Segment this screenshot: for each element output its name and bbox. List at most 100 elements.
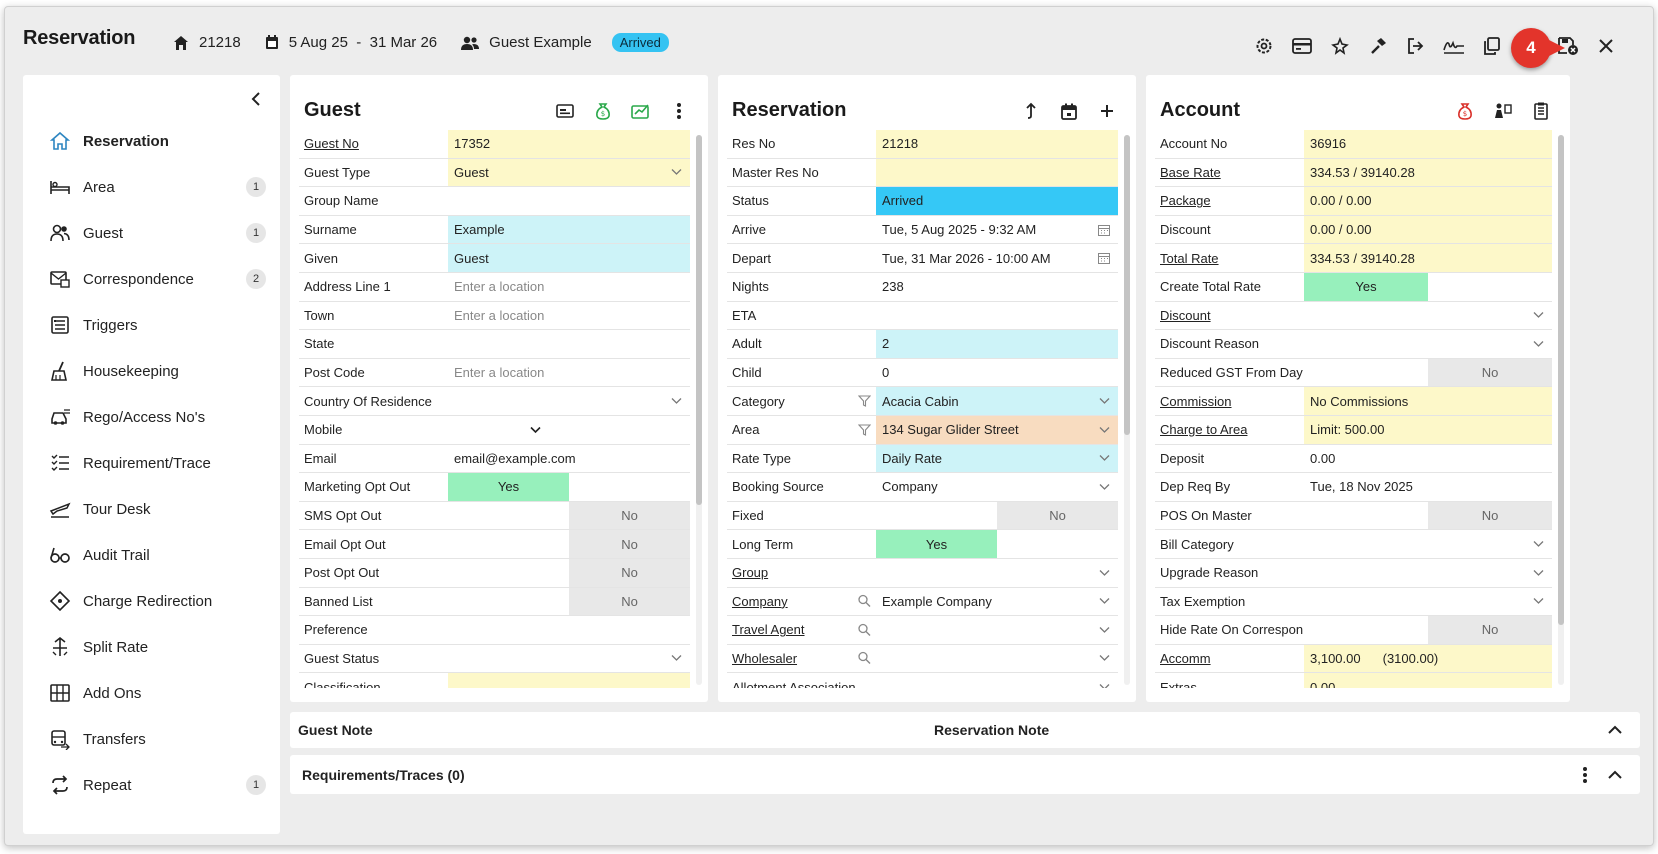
settings-button[interactable] [1245, 33, 1283, 59]
field-value-fixed[interactable]: No [876, 501, 1118, 530]
no-toggle[interactable]: No [569, 501, 690, 530]
res-add-button[interactable] [1088, 99, 1126, 123]
account-person-button[interactable] [1484, 99, 1522, 123]
field-label[interactable]: Company [732, 593, 788, 609]
sidebar-item-charge-redirection[interactable]: Charge Redirection [23, 578, 280, 624]
field-value-nights[interactable]: 238 [876, 273, 1118, 301]
magic-button[interactable] [1321, 33, 1359, 59]
field-label[interactable]: Base Rate [1160, 164, 1221, 180]
sidebar-item-triggers[interactable]: Triggers [23, 302, 280, 348]
field-value-post-opt-out[interactable]: No [448, 558, 690, 587]
yes-toggle[interactable] [1304, 616, 1428, 644]
field-label[interactable]: Charge to Area [1160, 422, 1248, 438]
field-value-classification[interactable] [448, 673, 690, 688]
no-toggle[interactable] [1428, 273, 1552, 301]
close-button[interactable] [1587, 33, 1625, 59]
yes-toggle[interactable]: Yes [448, 473, 569, 501]
yes-toggle[interactable] [448, 530, 569, 558]
no-toggle[interactable]: No [1428, 358, 1552, 387]
no-toggle[interactable] [569, 473, 690, 501]
field-value-booking-source[interactable]: Company [876, 473, 1118, 501]
sidebar-item-repeat[interactable]: Repeat 1 [23, 762, 280, 808]
sidebar-item-guest[interactable]: Guest 1 [23, 210, 280, 256]
field-value-state[interactable] [448, 330, 690, 358]
field-value-charge-to-area[interactable]: Limit: 500.00 [1304, 415, 1552, 444]
no-toggle[interactable]: No [569, 558, 690, 587]
field-value-child[interactable]: 0 [876, 359, 1118, 387]
collapse-sidebar-button[interactable] [250, 91, 262, 110]
tools-button[interactable] [1359, 33, 1397, 59]
field-label[interactable]: Package [1160, 193, 1211, 209]
field-value-marketing-opt-out[interactable]: Yes [448, 473, 690, 501]
signature-button[interactable] [1435, 33, 1473, 59]
field-value-discount[interactable]: 0.00 / 0.00 [1304, 215, 1552, 244]
field-value-mobile[interactable] [448, 416, 690, 444]
field-label[interactable]: Accomm [1160, 650, 1211, 666]
account-scrollbar[interactable] [1558, 135, 1564, 685]
field-value-area[interactable]: 134 Sugar Glider Street [858, 415, 1118, 444]
field-label[interactable]: Discount [1160, 307, 1211, 323]
no-toggle[interactable]: No [569, 530, 690, 558]
field-value-guest-no[interactable]: 17352 [448, 130, 690, 158]
account-money-button[interactable]: $ [1446, 99, 1484, 123]
field-value-sms-opt-out[interactable]: No [448, 501, 690, 530]
more-vertical-icon[interactable] [1582, 766, 1588, 784]
yes-toggle[interactable]: Yes [1304, 272, 1428, 301]
field-value-group[interactable] [876, 559, 1118, 587]
field-value-email[interactable]: email@example.com [448, 445, 690, 473]
field-value-country-of-residence[interactable] [448, 387, 690, 415]
field-value-allotment-association[interactable] [876, 673, 1118, 688]
guest-scrollbar[interactable] [696, 135, 702, 685]
filter-icon[interactable] [858, 395, 871, 408]
yes-toggle[interactable] [448, 502, 569, 530]
field-value-deposit[interactable]: 0.00 [1304, 445, 1552, 473]
field-value-total-rate[interactable]: 334.53 / 39140.28 [1304, 244, 1552, 272]
sidebar-item-area[interactable]: Area 1 [23, 164, 280, 210]
sidebar-item-rego-access-no-s[interactable]: Rego/Access No's [23, 394, 280, 440]
search-icon[interactable] [858, 595, 871, 608]
no-toggle[interactable] [997, 530, 1118, 558]
no-toggle[interactable]: No [1428, 616, 1552, 644]
guest-note-label[interactable]: Guest Note [298, 722, 373, 738]
field-value-surname[interactable]: Example [448, 215, 690, 244]
account-invoice-button[interactable] [1522, 99, 1560, 123]
field-value-accomm[interactable]: 3,100.00 (3100.00) [1304, 644, 1552, 673]
sidebar-item-correspondence[interactable]: Correspondence 2 [23, 256, 280, 302]
guest-money-button[interactable]: $ [584, 99, 622, 123]
field-value-res-no[interactable]: 21218 [876, 130, 1118, 158]
field-value-email-opt-out[interactable]: No [448, 530, 690, 558]
field-value-discount-reason[interactable] [1304, 330, 1552, 358]
res-calendar-button[interactable] [1050, 99, 1088, 123]
field-label[interactable]: Total Rate [1160, 250, 1219, 266]
field-value-guest-status[interactable] [448, 645, 690, 673]
sidebar-item-add-ons[interactable]: Add Ons [23, 670, 280, 716]
requirements-label[interactable]: Requirements/Traces (0) [302, 766, 465, 783]
no-toggle[interactable]: No [997, 501, 1118, 530]
sidebar-item-housekeeping[interactable]: Housekeeping [23, 348, 280, 394]
sidebar-item-split-rate[interactable]: Split Rate [23, 624, 280, 670]
notes-collapse-button[interactable] [1608, 725, 1622, 735]
field-value-adult[interactable]: 2 [876, 330, 1118, 358]
check-out-button[interactable] [1397, 33, 1435, 59]
field-value-hide-rate-on-correspon[interactable]: No [1304, 616, 1552, 644]
yes-toggle[interactable] [876, 502, 997, 530]
field-value-dep-req-by[interactable]: Tue, 18 Nov 2025 [1304, 473, 1552, 501]
field-value-upgrade-reason[interactable] [1304, 559, 1552, 587]
field-value-pos-on-master[interactable]: No [1304, 501, 1552, 530]
field-value-travel-agent[interactable] [858, 616, 1118, 644]
yes-toggle[interactable]: Yes [876, 530, 997, 558]
field-value-depart[interactable]: Tue, 31 Mar 2026 - 10:00 AM [876, 244, 1118, 272]
field-value-reduced-gst-from-day-1[interactable]: No [1304, 358, 1552, 387]
search-icon[interactable] [858, 623, 871, 636]
field-value-banned-list[interactable]: No [448, 587, 690, 616]
chevron-up-icon[interactable] [1608, 770, 1622, 780]
field-value-category[interactable]: Acacia Cabin [858, 387, 1118, 415]
field-value-guest-type[interactable]: Guest [448, 158, 690, 187]
field-value-tax-exemption[interactable] [1304, 588, 1552, 616]
field-value-eta[interactable] [876, 302, 1118, 330]
field-value-base-rate[interactable]: 334.53 / 39140.28 [1304, 158, 1552, 187]
sidebar-item-audit-trail[interactable]: Audit Trail [23, 532, 280, 578]
reservation-scrollbar[interactable] [1124, 135, 1130, 685]
field-value-given[interactable]: Guest [448, 244, 690, 272]
calendar-icon[interactable] [1098, 252, 1110, 265]
